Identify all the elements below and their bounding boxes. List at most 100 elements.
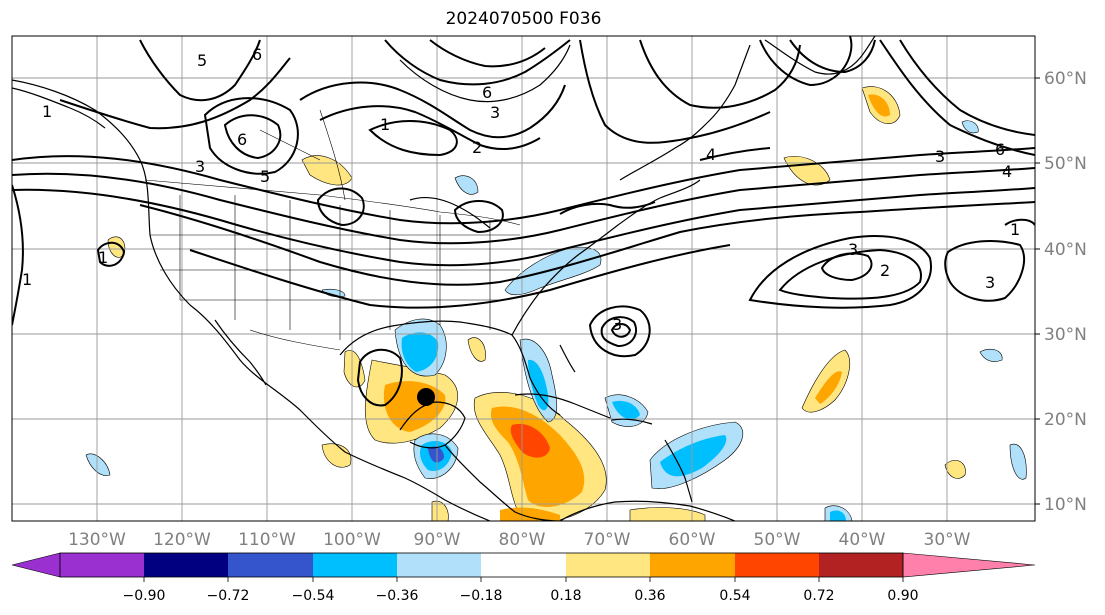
contour-line — [12, 167, 1035, 245]
lon-label: 80°W — [499, 530, 546, 550]
fill-lightblue-glakes — [454, 175, 479, 195]
lat-label: 40°N — [1044, 240, 1087, 260]
fill-blue-florida — [528, 359, 549, 411]
contour-line — [139, 201, 1035, 286]
coastline-antilles — [664, 439, 693, 503]
colorbar-segment — [313, 553, 397, 577]
contour-label: 1 — [1010, 220, 1020, 239]
contour-line — [139, 39, 261, 102]
lat-label: 30°N — [1044, 325, 1087, 345]
lat-label: 60°N — [1044, 69, 1087, 89]
contour-line — [319, 105, 541, 150]
contour-label: 1 — [98, 248, 108, 267]
contour-label: 1 — [22, 270, 32, 289]
colorbar-extend-right — [902, 552, 1036, 578]
contour-line — [699, 147, 771, 161]
contour-line — [96, 241, 126, 267]
contour-line — [944, 240, 1025, 302]
fill-blue-gulf — [401, 332, 439, 372]
coastline-yucatan — [399, 401, 466, 449]
fill-orange-north-atlantic — [868, 94, 890, 117]
colorbar-ticks — [143, 577, 904, 582]
colorbar-segment — [144, 553, 228, 577]
contours — [12, 36, 1035, 407]
lat-label: 50°N — [1044, 154, 1087, 174]
fill-yellow-texas — [343, 350, 366, 388]
contour-line — [759, 36, 853, 87]
contour-label: 2 — [880, 261, 890, 280]
fill-lightblue-east-2 — [979, 348, 1003, 362]
fill-purple-yucatan — [428, 446, 444, 463]
contour-line — [368, 120, 458, 157]
map-title: 2024070500 F036 — [445, 9, 602, 29]
colorbar-tick-label: 0.36 — [634, 588, 665, 604]
coastlines — [12, 36, 876, 521]
colorbar-segment — [228, 553, 313, 577]
contour-line — [12, 184, 24, 326]
contour-label: 6 — [995, 140, 1005, 159]
contour-label: 3 — [612, 315, 622, 334]
colorbar-tick-label: −0.72 — [207, 588, 250, 604]
lon-label: 130°W — [68, 530, 126, 550]
fill-lightblue-east — [1009, 443, 1027, 480]
colorbar-tick-label: −0.36 — [376, 588, 419, 604]
latitude-axis: 60°N 50°N 40°N 30°N 20°N 10°N — [1035, 69, 1087, 515]
lon-label: 60°W — [669, 530, 716, 550]
map-frame — [11, 35, 1036, 522]
contour-label: 3 — [935, 147, 945, 166]
lon-label: 120°W — [153, 530, 211, 550]
coastline-baja — [214, 319, 267, 386]
lon-label: 50°W — [754, 530, 801, 550]
colorbar-tick-label: 0.18 — [550, 588, 581, 604]
contour-label: 3 — [195, 157, 205, 176]
colorbar-tick-label: 0.90 — [887, 588, 918, 604]
contour-line — [299, 81, 566, 139]
colorbar-segment — [735, 553, 819, 577]
fill-yellow-east-1 — [944, 460, 966, 479]
colorbar: −0.90 −0.72 −0.54 −0.36 −0.18 0.18 0.36 … — [11, 552, 1036, 604]
lat-label: 10°N — [1044, 495, 1087, 515]
colorbar-segment — [566, 553, 650, 577]
coastline-gulf — [339, 320, 561, 416]
contour-label: 4 — [706, 145, 716, 164]
contour-line — [203, 97, 299, 175]
contour-line — [879, 39, 1035, 156]
lon-label: 100°W — [323, 530, 381, 550]
fill-yellow-florida — [467, 337, 486, 362]
colorbar-tick-label: −0.90 — [123, 588, 166, 604]
contour-line — [559, 201, 656, 215]
graticule — [12, 36, 1035, 521]
contour-label: 5 — [197, 51, 207, 70]
fill-lightblue-labrador — [961, 120, 979, 134]
contour-line — [610, 323, 632, 338]
lon-label: 30°W — [924, 530, 971, 550]
lon-label: 70°W — [584, 530, 631, 550]
coastline-south-america — [559, 500, 736, 521]
coastline-bahamas — [559, 344, 576, 373]
colorbar-segment — [60, 553, 144, 577]
contour-line — [748, 235, 932, 309]
fill-yellow-mid-atlantic — [783, 156, 831, 186]
contour-line — [600, 316, 637, 348]
contour-line — [12, 187, 1035, 267]
colorbar-tick-label: 0.72 — [803, 588, 834, 604]
contour-labels: 1 6 5 5 6 3 1 2 6 3 3 3 4 6 4 2 3 3 1 1 … — [22, 45, 1020, 334]
lat-label: 20°N — [1044, 410, 1087, 430]
contour-label: 6 — [252, 45, 262, 64]
contour-line — [223, 114, 282, 160]
lon-label: 110°W — [238, 530, 296, 550]
colorbar-tick-label: −0.54 — [292, 588, 335, 604]
fill-lightblue-coast — [504, 246, 602, 296]
contour-line — [639, 39, 801, 109]
longitude-axis: 130°W 120°W 110°W 100°W 90°W 80°W 70°W 6… — [68, 530, 971, 550]
contour-line — [899, 39, 1035, 136]
contour-label: 1 — [380, 115, 390, 134]
contour-line — [429, 39, 546, 68]
fill-orange-atlantic-east — [815, 371, 842, 404]
contour-line — [579, 39, 771, 144]
fill-yellow-atlantic-east — [801, 349, 850, 413]
contour-line — [59, 57, 291, 130]
contour-label: 3 — [985, 273, 995, 292]
fill-blue-south — [830, 510, 846, 521]
contour-label: 1 — [42, 102, 52, 121]
